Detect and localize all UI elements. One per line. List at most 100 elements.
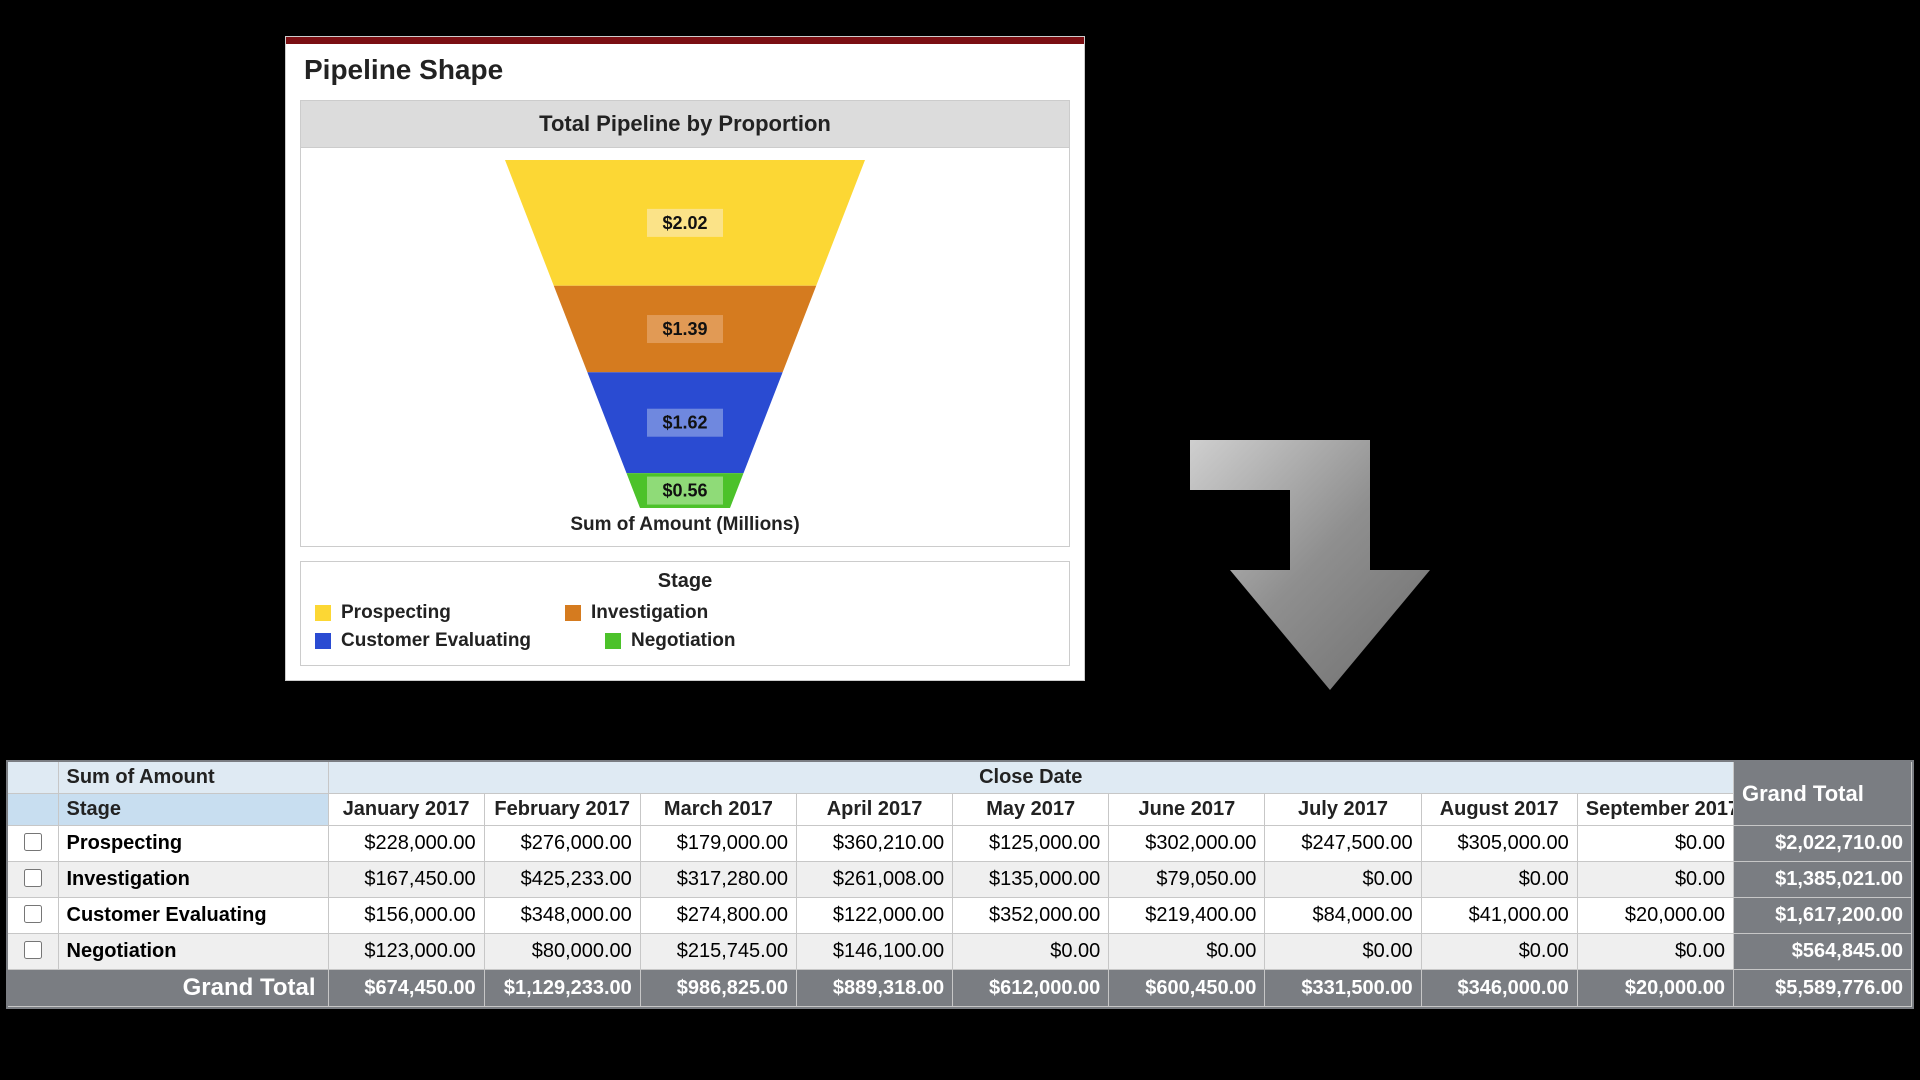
month-header: April 2017 [796,794,952,826]
data-cell: $0.00 [1577,934,1733,970]
grand-total-cell: $20,000.00 [1577,970,1733,1007]
pipeline-card: Pipeline Shape Total Pipeline by Proport… [285,36,1085,681]
data-cell: $317,280.00 [640,862,796,898]
card-title: Pipeline Shape [286,44,1084,100]
data-cell: $80,000.00 [484,934,640,970]
row-stage-label: Negotiation [58,934,328,970]
data-cell: $276,000.00 [484,826,640,862]
arrow-down-right-icon [1180,420,1460,705]
data-cell: $20,000.00 [1577,898,1733,934]
data-cell: $352,000.00 [953,898,1109,934]
data-cell: $146,100.00 [796,934,952,970]
row-checkbox-cell [8,826,58,862]
data-cell: $79,050.00 [1109,862,1265,898]
grand-total-total: $5,589,776.00 [1734,970,1912,1007]
table-row: Investigation$167,450.00$425,233.00$317,… [8,862,1912,898]
data-cell: $122,000.00 [796,898,952,934]
card-accent-bar [286,37,1084,44]
stage-header: Stage [58,794,328,826]
data-cell: $0.00 [1577,826,1733,862]
legend-label: Investigation [591,602,708,624]
data-cell: $228,000.00 [328,826,484,862]
data-cell: $219,400.00 [1109,898,1265,934]
month-header: June 2017 [1109,794,1265,826]
month-header: March 2017 [640,794,796,826]
grand-total-cell: $600,450.00 [1109,970,1265,1007]
chart-caption: Sum of Amount (Millions) [301,508,1069,546]
legend-item: Prospecting [315,599,535,627]
group-label: Close Date [328,762,1734,794]
data-cell: $135,000.00 [953,862,1109,898]
data-cell: $125,000.00 [953,826,1109,862]
data-cell: $0.00 [1577,862,1733,898]
legend-item: Customer Evaluating [315,627,575,655]
grand-total-cell: $674,450.00 [328,970,484,1007]
data-cell: $302,000.00 [1109,826,1265,862]
legend-title: Stage [315,570,1055,599]
row-stage-label: Prospecting [58,826,328,862]
legend-swatch [565,605,581,621]
data-cell: $274,800.00 [640,898,796,934]
data-cell: $167,450.00 [328,862,484,898]
row-checkbox-cell [8,862,58,898]
funnel-chart: $2.02$1.39$1.62$0.56 [301,148,1069,508]
data-cell: $261,008.00 [796,862,952,898]
grand-total-row: Grand Total$674,450.00$1,129,233.00$986,… [8,970,1912,1007]
grand-total-cell: $889,318.00 [796,970,952,1007]
pivot-table: Sum of AmountClose DateGrand TotalStageJ… [6,760,1914,1009]
row-checkbox[interactable] [24,833,42,851]
metric-label: Sum of Amount [58,762,328,794]
data-cell: $247,500.00 [1265,826,1421,862]
legend: Stage Prospecting Investigation Customer E… [300,561,1070,666]
funnel-label: $2.02 [662,213,707,233]
row-checkbox[interactable] [24,905,42,923]
row-checkbox[interactable] [24,869,42,887]
pivot-header-row: Sum of AmountClose DateGrand Total [8,762,1912,794]
month-header: September 2017 [1577,794,1733,826]
row-checkbox[interactable] [24,941,42,959]
row-checkbox-cell [8,934,58,970]
grand-total-cell: $331,500.00 [1265,970,1421,1007]
table-row: Customer Evaluating$156,000.00$348,000.0… [8,898,1912,934]
data-cell: $41,000.00 [1421,898,1577,934]
grand-total-cell: $346,000.00 [1421,970,1577,1007]
data-cell: $0.00 [1265,862,1421,898]
data-cell: $84,000.00 [1265,898,1421,934]
funnel-label: $0.56 [662,481,707,501]
legend-item: Investigation [565,599,785,627]
month-header: February 2017 [484,794,640,826]
data-cell: $215,745.00 [640,934,796,970]
data-cell: $0.00 [1109,934,1265,970]
chart-container: Total Pipeline by Proportion $2.02 $1.39 $… [300,100,1070,547]
data-cell: $360,210.00 [796,826,952,862]
row-grand-total: $564,845.00 [1734,934,1912,970]
data-cell: $123,000.00 [328,934,484,970]
data-cell: $305,000.00 [1421,826,1577,862]
pivot-subheader-row: StageJanuary 2017February 2017March 2017… [8,794,1912,826]
month-header: July 2017 [1265,794,1421,826]
legend-label: Customer Evaluating [341,630,531,652]
data-cell: $0.00 [953,934,1109,970]
funnel-label: $1.39 [662,319,707,339]
data-cell: $179,000.00 [640,826,796,862]
row-grand-total: $1,617,200.00 [1734,898,1912,934]
grand-total-cell: $986,825.00 [640,970,796,1007]
grand-total-header: Grand Total [1734,762,1912,826]
legend-label: Negotiation [631,630,736,652]
table-row: Prospecting$228,000.00$276,000.00$179,00… [8,826,1912,862]
data-cell: $425,233.00 [484,862,640,898]
legend-swatch [315,605,331,621]
legend-item: Negotiation [605,627,825,655]
legend-label: Prospecting [341,602,451,624]
grand-total-cell: $612,000.00 [953,970,1109,1007]
month-header: May 2017 [953,794,1109,826]
data-cell: $0.00 [1265,934,1421,970]
data-cell: $348,000.00 [484,898,640,934]
month-header: January 2017 [328,794,484,826]
chart-title: Total Pipeline by Proportion [301,101,1069,148]
row-grand-total: $2,022,710.00 [1734,826,1912,862]
table-row: Negotiation$123,000.00$80,000.00$215,745… [8,934,1912,970]
row-stage-label: Customer Evaluating [58,898,328,934]
data-cell: $156,000.00 [328,898,484,934]
data-cell: $0.00 [1421,862,1577,898]
